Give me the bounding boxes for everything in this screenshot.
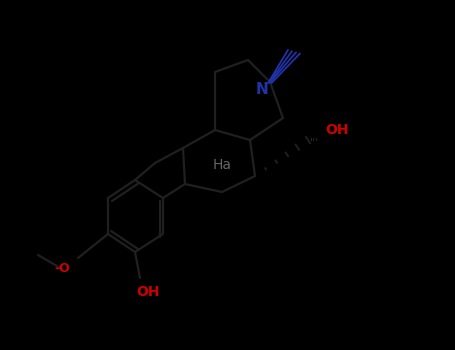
Text: ''': ''' bbox=[310, 137, 319, 147]
Text: -O: -O bbox=[54, 262, 70, 275]
Text: OH: OH bbox=[325, 123, 349, 137]
Text: Ha: Ha bbox=[212, 158, 232, 172]
Text: N: N bbox=[256, 83, 268, 98]
Text: OH: OH bbox=[136, 285, 160, 299]
